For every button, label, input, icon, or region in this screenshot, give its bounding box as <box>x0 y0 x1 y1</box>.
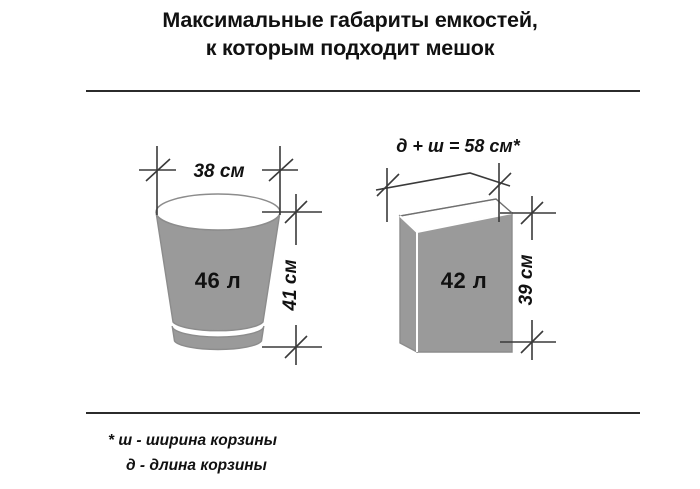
basket-height-tick-top <box>520 201 544 225</box>
right-vessel-group: д + ш = 58 см* 39 см 42 л <box>375 136 556 360</box>
bucket-width-tick-left <box>145 158 171 182</box>
basket-perimeter-tick-right <box>488 172 512 196</box>
bucket-height-tick-top <box>284 200 308 224</box>
basket-height-label-backing <box>520 240 545 320</box>
basket-rim-corner-edge <box>399 215 418 233</box>
footnotes-block: * ш - ширина корзины д - длина корзины <box>0 428 700 478</box>
basket-perimeter-dimension-line <box>375 172 511 191</box>
left-vessel-group: 38 см 41 см 46 л <box>139 146 322 365</box>
page-title: Максимальные габариты емкостей, к которы… <box>0 6 700 62</box>
bucket-base-band <box>171 325 265 351</box>
bucket-width-label-backing <box>176 158 262 183</box>
title-line-1: Максимальные габариты емкостей, <box>162 8 538 32</box>
basket-volume-label: 42 л <box>441 268 488 293</box>
bucket-rim-opening <box>155 193 281 231</box>
basket-perimeter-label: д + ш = 58 см* <box>396 136 521 156</box>
bucket-width-label: 38 см <box>193 161 244 182</box>
footnote-length: д - длина корзины <box>126 457 267 474</box>
footnote-width: * ш - ширина корзины <box>108 432 277 449</box>
basket-top-rim-edge <box>399 198 513 217</box>
bucket-height-tick-bottom <box>284 335 308 359</box>
bucket-width-tick-right <box>268 158 294 182</box>
bucket-height-label: 41 см <box>280 259 301 311</box>
bucket-height-label-backing <box>284 245 309 325</box>
basket-inner-back-edge <box>416 212 513 233</box>
basket-height-tick-bottom <box>520 330 544 354</box>
basket-left-face <box>399 214 418 354</box>
title-line-2: к которым подходит мешок <box>205 36 495 60</box>
divider-top <box>86 90 640 92</box>
bucket-volume-label: 46 л <box>195 268 242 293</box>
basket-perimeter-tick-left <box>376 173 400 197</box>
basket-height-label: 39 см <box>516 254 537 305</box>
bucket-base-gap <box>171 323 265 335</box>
divider-bottom <box>86 412 640 414</box>
